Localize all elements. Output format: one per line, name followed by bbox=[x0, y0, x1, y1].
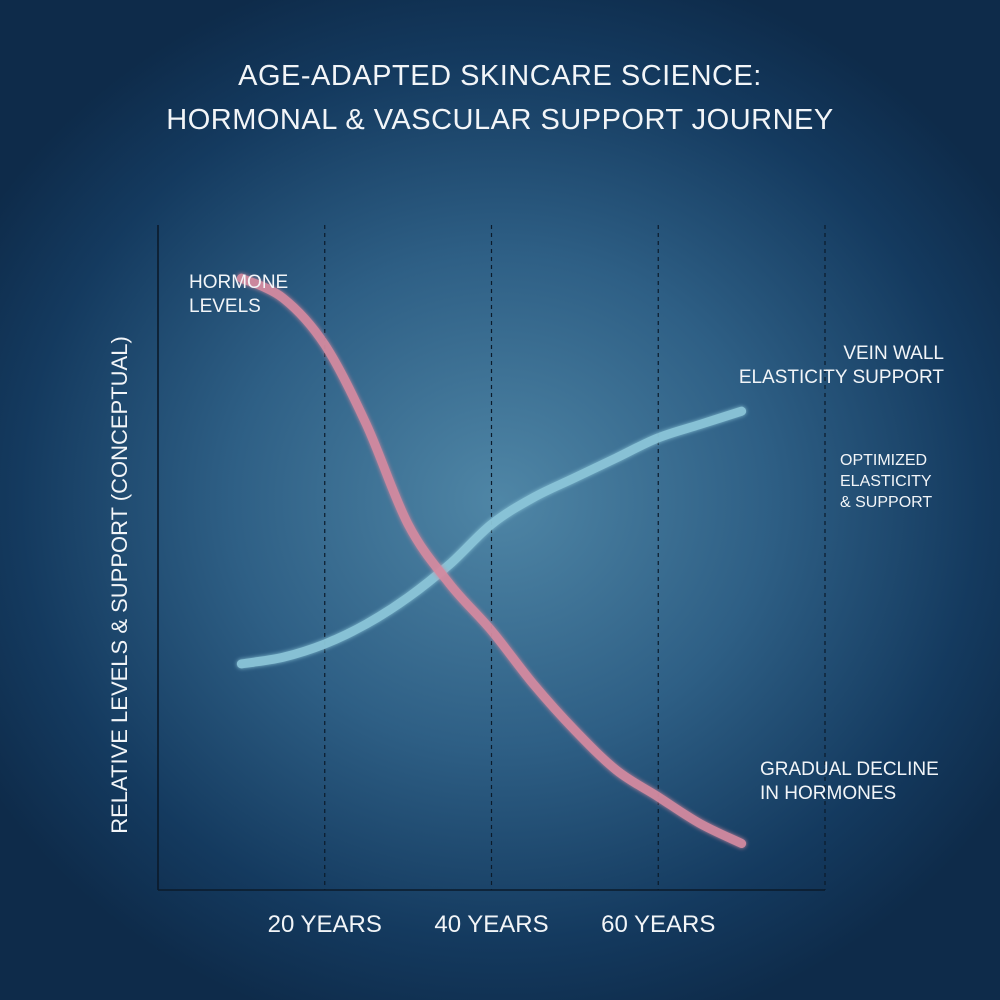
x-tick-label: 60 YEARS bbox=[601, 911, 715, 938]
annotation-vein-wall-line-2: ELASTICITY SUPPORT bbox=[739, 367, 945, 388]
annotation-hormone-levels-line-2: LEVELS bbox=[189, 296, 261, 317]
annotation-optimized-line-2: ELASTICITY bbox=[840, 473, 932, 490]
annotation-vein-wall-line-1: VEIN WALL bbox=[843, 343, 944, 364]
chart-title-line-1: AGE-ADAPTED SKINCARE SCIENCE: bbox=[238, 60, 762, 92]
series-line-vein-wall-elasticity bbox=[236, 406, 747, 669]
annotation-hormone-levels-line-1: HORMONE bbox=[189, 272, 288, 293]
annotation-optimized-line-3: & SUPPORT bbox=[840, 494, 932, 511]
x-tick-label: 20 YEARS bbox=[268, 911, 382, 938]
annotation-gradual-decline-line-2: IN HORMONES bbox=[760, 783, 896, 804]
chart-title-line-2: HORMONAL & VASCULAR SUPPORT JOURNEY bbox=[166, 104, 834, 136]
series-line-hormone-levels bbox=[236, 273, 747, 848]
annotation-optimized-line-1: OPTIMIZED bbox=[840, 452, 927, 469]
x-tick-label: 40 YEARS bbox=[434, 911, 548, 938]
annotation-gradual-decline-line-1: GRADUAL DECLINE bbox=[760, 759, 939, 780]
